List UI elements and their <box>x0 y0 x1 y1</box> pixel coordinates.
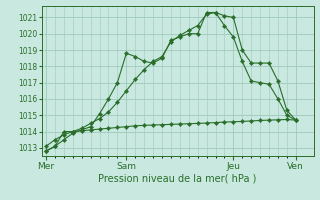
X-axis label: Pression niveau de la mer( hPa ): Pression niveau de la mer( hPa ) <box>99 173 257 183</box>
